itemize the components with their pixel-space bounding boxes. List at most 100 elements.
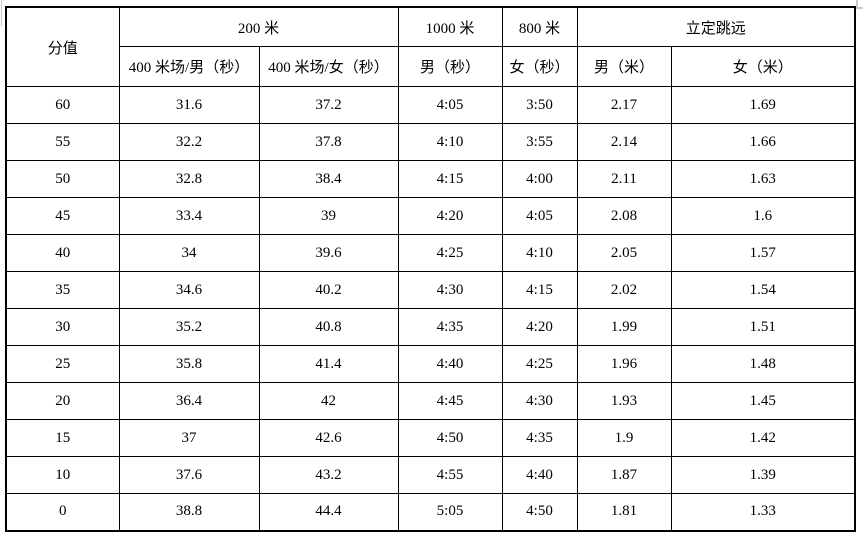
cell-jump-male: 2.14 bbox=[576, 123, 672, 161]
cell-m200-male: 33.4 bbox=[118, 197, 260, 235]
table-header: 分值 200 米 1000 米 800 米 立定跳远 400 米场/男（秒） 4… bbox=[5, 6, 856, 87]
header-row-groups: 分值 200 米 1000 米 800 米 立定跳远 bbox=[5, 6, 856, 87]
cell-jump-female: 1.51 bbox=[670, 308, 856, 346]
gridline-artifact-top-left bbox=[1, 0, 2, 26]
header-sub-200m-male: 400 米场/男（秒） bbox=[118, 46, 260, 87]
table-row: 10 37.6 43.2 4:55 4:40 1.87 1.39 bbox=[5, 456, 856, 494]
header-group-1000m: 1000 米 bbox=[397, 6, 503, 47]
cell-jump-male: 1.9 bbox=[576, 419, 672, 457]
cell-m1000-male: 4:40 bbox=[397, 345, 503, 383]
table-row: 40 34 39.6 4:25 4:10 2.05 1.57 bbox=[5, 234, 856, 272]
cell-m800-female: 3:50 bbox=[501, 86, 578, 124]
cell-m200-male: 36.4 bbox=[118, 382, 260, 420]
header-sub-1000m-male: 男（秒） bbox=[397, 46, 503, 87]
cell-m1000-male: 4:50 bbox=[397, 419, 503, 457]
cell-m800-female: 4:15 bbox=[501, 271, 578, 309]
cell-jump-female: 1.63 bbox=[670, 160, 856, 198]
header-group-800m: 800 米 bbox=[501, 6, 578, 47]
cell-m1000-male: 4:05 bbox=[397, 86, 503, 124]
cell-m1000-male: 4:25 bbox=[397, 234, 503, 272]
cell-score: 35 bbox=[5, 271, 120, 309]
cell-m1000-male: 4:15 bbox=[397, 160, 503, 198]
cell-score: 55 bbox=[5, 123, 120, 161]
cell-m800-female: 4:35 bbox=[501, 419, 578, 457]
cell-m200-male: 37 bbox=[118, 419, 260, 457]
table-row: 20 36.4 42 4:45 4:30 1.93 1.45 bbox=[5, 382, 856, 420]
cell-m200-female: 40.2 bbox=[258, 271, 399, 309]
cell-score: 45 bbox=[5, 197, 120, 235]
table-body: 60 31.6 37.2 4:05 3:50 2.17 1.69 55 32.2 37.8 4:10… bbox=[5, 86, 856, 531]
header-row-subcolumns: 400 米场/男（秒） 400 米场/女（秒） 男（秒） 女（秒） 男（米） 女… bbox=[6, 46, 856, 87]
table-row: 25 35.8 41.4 4:40 4:25 1.96 1.48 bbox=[5, 345, 856, 383]
cell-m200-male: 35.2 bbox=[118, 308, 260, 346]
cell-m200-male: 32.8 bbox=[118, 160, 260, 198]
cell-jump-male: 2.08 bbox=[576, 197, 672, 235]
table-row: 30 35.2 40.8 4:35 4:20 1.99 1.51 bbox=[5, 308, 856, 346]
cell-jump-female: 1.66 bbox=[670, 123, 856, 161]
cell-m200-female: 41.4 bbox=[258, 345, 399, 383]
gridline-artifact-top-right-horizontal bbox=[856, 7, 863, 9]
cell-m200-male: 31.6 bbox=[118, 86, 260, 124]
cell-jump-female: 1.48 bbox=[670, 345, 856, 383]
header-score: 分值 bbox=[5, 6, 120, 87]
cell-m200-female: 37.2 bbox=[258, 86, 399, 124]
cell-m200-female: 40.8 bbox=[258, 308, 399, 346]
cell-m200-female: 42.6 bbox=[258, 419, 399, 457]
cell-m800-female: 4:05 bbox=[501, 197, 578, 235]
cell-jump-male: 1.96 bbox=[576, 345, 672, 383]
cell-jump-male: 1.87 bbox=[576, 456, 672, 494]
table-row: 55 32.2 37.8 4:10 3:55 2.14 1.66 bbox=[5, 123, 856, 161]
header-group-long-jump: 立定跳远 bbox=[576, 6, 856, 47]
cell-m1000-male: 4:30 bbox=[397, 271, 503, 309]
cell-m800-female: 3:55 bbox=[501, 123, 578, 161]
cell-score: 20 bbox=[5, 382, 120, 420]
cell-jump-male: 1.81 bbox=[576, 493, 672, 531]
cell-m800-female: 4:20 bbox=[501, 308, 578, 346]
cell-m200-male: 37.6 bbox=[118, 456, 260, 494]
header-group-200m: 200 米 bbox=[118, 6, 399, 47]
cell-m800-female: 4:40 bbox=[501, 456, 578, 494]
cell-m1000-male: 4:10 bbox=[397, 123, 503, 161]
cell-m200-female: 42 bbox=[258, 382, 399, 420]
header-sub-200m-female: 400 米场/女（秒） bbox=[258, 46, 399, 87]
cell-m200-male: 32.2 bbox=[118, 123, 260, 161]
cell-score: 0 bbox=[5, 493, 120, 531]
cell-m200-male: 38.8 bbox=[118, 493, 260, 531]
cell-m200-male: 35.8 bbox=[118, 345, 260, 383]
cell-m1000-male: 4:45 bbox=[397, 382, 503, 420]
gridline-artifact-top-right-vertical bbox=[856, 0, 858, 8]
cell-jump-female: 1.6 bbox=[670, 197, 856, 235]
cell-m200-female: 37.8 bbox=[258, 123, 399, 161]
cell-m200-female: 44.4 bbox=[258, 493, 399, 531]
cell-m200-male: 34.6 bbox=[118, 271, 260, 309]
table-row: 60 31.6 37.2 4:05 3:50 2.17 1.69 bbox=[5, 86, 856, 124]
cell-score: 60 bbox=[5, 86, 120, 124]
cell-m800-female: 4:10 bbox=[501, 234, 578, 272]
table-row: 50 32.8 38.4 4:15 4:00 2.11 1.63 bbox=[5, 160, 856, 198]
table-row: 15 37 42.6 4:50 4:35 1.9 1.42 bbox=[5, 419, 856, 457]
cell-score: 30 bbox=[5, 308, 120, 346]
cell-jump-male: 2.11 bbox=[576, 160, 672, 198]
score-table: 分值 200 米 1000 米 800 米 立定跳远 400 米场/男（秒） 4… bbox=[5, 6, 856, 532]
cell-m800-female: 4:25 bbox=[501, 345, 578, 383]
cell-score: 15 bbox=[5, 419, 120, 457]
cell-m800-female: 4:50 bbox=[501, 493, 578, 531]
cell-score: 50 bbox=[5, 160, 120, 198]
cell-m1000-male: 5:05 bbox=[397, 493, 503, 531]
cell-m1000-male: 4:55 bbox=[397, 456, 503, 494]
cell-jump-male: 2.17 bbox=[576, 86, 672, 124]
cell-m200-female: 39 bbox=[258, 197, 399, 235]
header-sub-jump-female: 女（米） bbox=[670, 46, 856, 87]
cell-m200-female: 43.2 bbox=[258, 456, 399, 494]
cell-jump-female: 1.57 bbox=[670, 234, 856, 272]
table-row: 45 33.4 39 4:20 4:05 2.08 1.6 bbox=[5, 197, 856, 235]
cell-jump-female: 1.54 bbox=[670, 271, 856, 309]
cell-jump-male: 2.05 bbox=[576, 234, 672, 272]
cell-score: 25 bbox=[5, 345, 120, 383]
cell-jump-male: 2.02 bbox=[576, 271, 672, 309]
cell-jump-male: 1.93 bbox=[576, 382, 672, 420]
cell-jump-female: 1.42 bbox=[670, 419, 856, 457]
cell-m800-female: 4:00 bbox=[501, 160, 578, 198]
cell-score: 40 bbox=[5, 234, 120, 272]
cell-m1000-male: 4:35 bbox=[397, 308, 503, 346]
